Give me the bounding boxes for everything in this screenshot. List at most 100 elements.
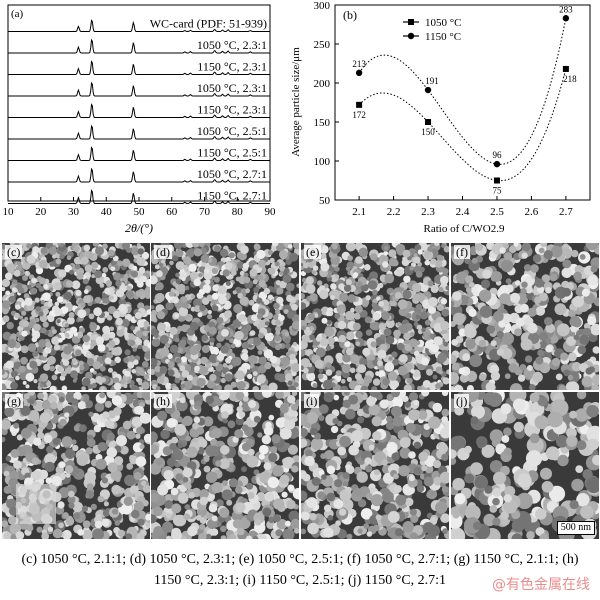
sem-particle (186, 446, 198, 458)
sem-particle (8, 478, 19, 488)
sem-particle (466, 291, 473, 298)
sem-particle (479, 305, 493, 318)
sem-panel-c: (c) (2, 243, 150, 390)
sem-particle (169, 260, 174, 266)
sem-particle (258, 259, 267, 268)
sem-particle (258, 356, 267, 365)
sem-particle (48, 246, 57, 255)
xrd-trace-label: 1050 °C, 2.3:1 (197, 38, 267, 52)
sem-particle (51, 475, 62, 487)
sem-particle (92, 528, 104, 539)
psd-fit-curve (358, 68, 567, 182)
sem-particle (435, 383, 441, 389)
sem-particle (2, 278, 11, 288)
sem-particle (391, 392, 400, 398)
sem-particle (70, 326, 78, 334)
sem-particle (135, 456, 147, 467)
sem-particle (176, 283, 186, 293)
sem-particle (355, 330, 363, 339)
sem-particle (73, 424, 81, 432)
sem-particle (113, 272, 122, 281)
sem-particle (539, 332, 548, 341)
sem-particle (82, 377, 91, 386)
sem-particle (408, 409, 420, 421)
sem-particle (332, 243, 338, 250)
psd-plot-frame (334, 4, 591, 201)
sem-particle (339, 385, 349, 390)
sem-particle (3, 485, 12, 494)
sem-particle (167, 361, 175, 369)
sem-particle (569, 315, 581, 327)
sem-particle (440, 321, 449, 331)
sem-particle (439, 471, 449, 484)
sem-image (151, 392, 299, 539)
sem-particle (586, 425, 599, 444)
sem-particle (571, 361, 582, 372)
psd-point-1050 (493, 177, 500, 184)
sem-particle (403, 332, 411, 341)
sem-particle (171, 436, 179, 444)
sem-particle (171, 503, 182, 514)
sem-particle (268, 452, 278, 463)
sem-particle (279, 427, 292, 440)
sem-particle (237, 381, 246, 390)
sem-particle (13, 460, 22, 470)
xrd-trace (8, 38, 270, 54)
sem-particle (355, 256, 363, 264)
sem-particle (430, 258, 437, 265)
sem-particle (566, 381, 580, 390)
sem-particle (58, 461, 66, 469)
sem-particle (325, 345, 332, 351)
sem-label: (j) (454, 394, 470, 408)
sem-particle (232, 356, 242, 366)
sem-particle (44, 302, 49, 307)
sem-particle (284, 337, 291, 344)
sem-particle (151, 493, 160, 503)
psd-legend: 1050 °C 1150 °C (403, 17, 462, 43)
sem-particle (554, 303, 567, 316)
sem-particle (33, 323, 41, 332)
sem-particle (238, 517, 251, 530)
sem-particle (504, 373, 511, 380)
sem-particle (368, 404, 380, 416)
sem-particle (46, 347, 51, 353)
sem-particle (279, 250, 288, 259)
sem-particle (110, 266, 116, 272)
sem-particle (211, 267, 219, 274)
sem-particle (94, 296, 102, 304)
sem-particle (311, 477, 321, 486)
sem-particle (343, 481, 349, 487)
sem-particle (65, 472, 71, 478)
sem-particle (124, 370, 131, 377)
sem-particle (307, 373, 316, 382)
sem-particle (489, 460, 503, 473)
sem-particle (441, 416, 448, 423)
sem-particle (268, 516, 275, 524)
sem-particle (165, 382, 172, 390)
sem-particle (31, 457, 40, 465)
sem-particle (304, 455, 315, 467)
sem-particle (382, 261, 389, 268)
sem-particle (100, 377, 107, 383)
sem-particle (561, 267, 573, 279)
sem-particle (436, 254, 443, 261)
sem-particle (118, 298, 126, 306)
sem-particle (21, 330, 28, 337)
sem-particle (201, 297, 210, 305)
sem-particle (147, 326, 150, 332)
sem-particle (192, 422, 199, 430)
sem-particle (156, 458, 163, 466)
sem-particle (141, 361, 149, 368)
sem-particle (462, 353, 471, 362)
sem-particle (73, 392, 82, 400)
sem-particle (156, 322, 167, 333)
sem-particle (583, 322, 591, 330)
sem-particle (33, 437, 42, 446)
xrd-trace (8, 124, 270, 140)
sem-particle (434, 260, 443, 268)
sem-particle (229, 533, 237, 539)
sem-particle (123, 496, 133, 506)
sem-particle (131, 509, 140, 519)
sem-particle (520, 288, 527, 295)
sem-particle (357, 499, 367, 508)
